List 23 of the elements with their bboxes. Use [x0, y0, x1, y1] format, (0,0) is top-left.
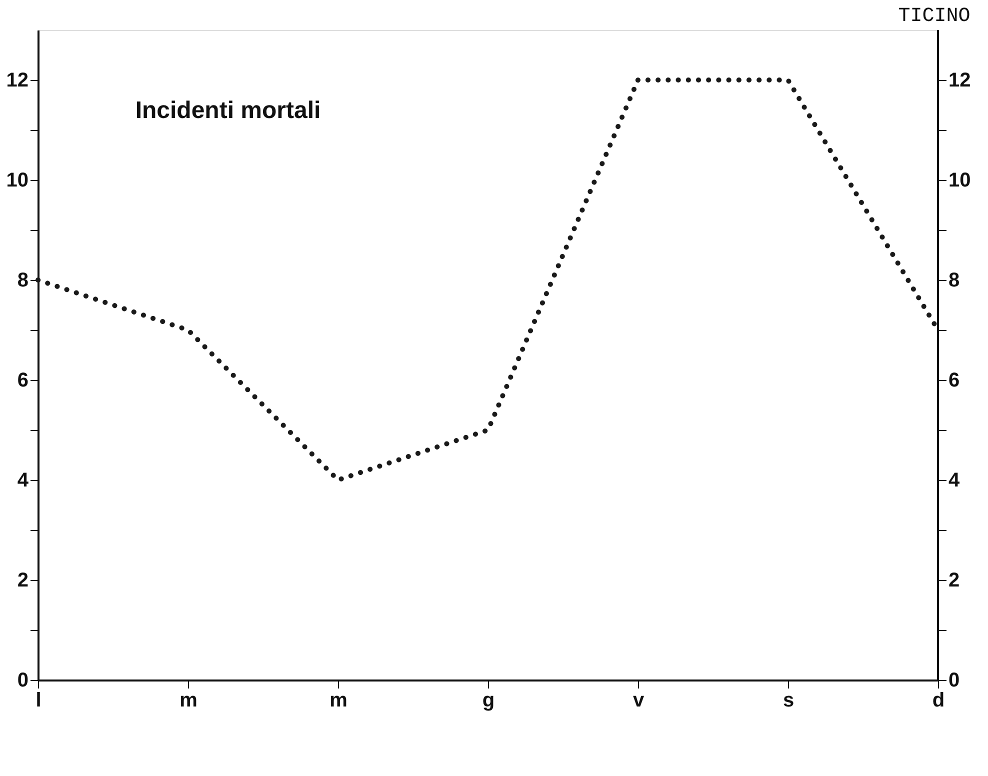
y2-tick-label: 2 [948, 570, 960, 592]
x-tick-label: s [782, 690, 794, 712]
y2-tick-label: 6 [948, 370, 960, 392]
x-tick-label: v [632, 690, 645, 712]
y-tick-label: 6 [17, 370, 28, 392]
x-tick-label: l [36, 690, 42, 712]
y-tick-label: 10 [6, 170, 28, 192]
annotation: Incidenti mortali [135, 97, 321, 124]
y-tick-label: 0 [17, 670, 28, 692]
chart-title: TICINO [898, 5, 970, 28]
x-tick-label: d [932, 690, 945, 712]
x-tick-label: m [180, 690, 198, 712]
y2-tick-label: 12 [948, 70, 971, 92]
x-tick-label: m [330, 690, 348, 712]
y2-tick-label: 4 [948, 470, 960, 492]
y2-tick-label: 8 [948, 270, 960, 292]
y-tick-label: 4 [17, 470, 30, 492]
x-tick-label: g [482, 690, 495, 712]
y2-tick-label: 10 [948, 170, 971, 192]
y-tick-label: 2 [17, 570, 28, 592]
y2-tick-label: 0 [948, 670, 960, 692]
y-tick-label: 12 [6, 70, 28, 92]
y-tick-label: 8 [17, 270, 28, 292]
